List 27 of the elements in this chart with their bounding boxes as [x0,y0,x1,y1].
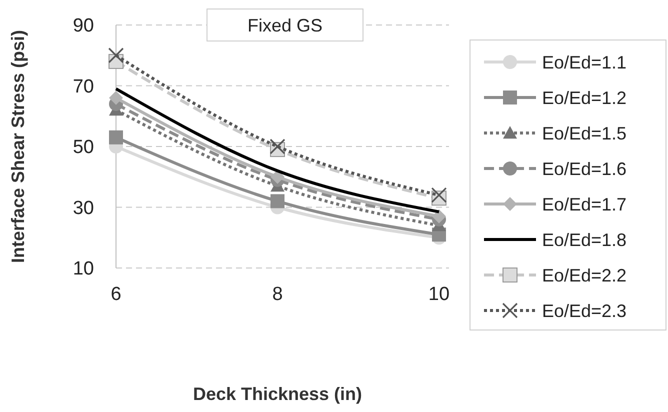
point [270,138,286,154]
legend-label: Eo/Ed=1.5 [542,123,627,144]
x-tick-label: 8 [272,284,283,305]
y-tick-label: 70 [72,76,94,98]
x-tick-label: 6 [110,284,122,305]
point [109,130,123,144]
legend-label: Eo/Ed=1.7 [542,194,627,214]
point [270,194,284,208]
y-tick-label: 90 [72,16,94,37]
legend-label: Eo/Ed=1.8 [542,230,627,250]
y-tick-label: 50 [72,137,94,158]
legend-label: Eo/Ed=1.1 [542,52,627,72]
legend-label: Eo/Ed=2.3 [542,300,627,321]
point [432,209,446,224]
legend-label: Eo/Ed=1.2 [542,88,627,108]
x-axis-title: Deck Thickness (in) [192,384,362,404]
point [270,170,284,184]
y-axis-title: Interface Shear Stress (psi) [8,30,28,264]
chart-title: Fixed GS [247,15,323,36]
legend-label: Eo/Ed=2.2 [542,265,627,286]
point [109,90,123,105]
point [108,48,124,64]
legend-label: Eo/Ed=1.6 [542,158,627,179]
y-tick-label: 30 [72,198,94,219]
x-tick-label: 10 [428,284,450,305]
point [431,187,447,203]
y-tick-label: 10 [72,258,94,280]
